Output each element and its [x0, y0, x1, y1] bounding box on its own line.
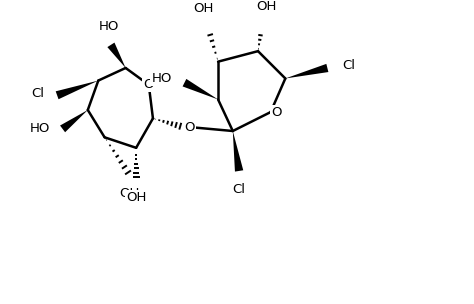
Polygon shape — [60, 110, 88, 132]
Text: O: O — [144, 78, 154, 91]
Text: OH: OH — [193, 2, 214, 16]
Polygon shape — [56, 81, 98, 99]
Polygon shape — [108, 43, 126, 68]
Text: Cl: Cl — [342, 59, 355, 72]
Text: O: O — [272, 106, 282, 119]
Polygon shape — [182, 79, 218, 99]
Text: OH: OH — [256, 0, 277, 13]
Text: Cl: Cl — [233, 183, 246, 196]
Text: O: O — [184, 121, 195, 134]
Text: Cl: Cl — [31, 87, 45, 100]
Text: HO: HO — [29, 123, 50, 135]
Polygon shape — [285, 64, 328, 78]
Text: HO: HO — [152, 72, 172, 85]
Text: HO: HO — [99, 20, 119, 33]
Text: OH: OH — [119, 187, 140, 200]
Polygon shape — [233, 131, 243, 171]
Text: OH: OH — [126, 191, 146, 204]
